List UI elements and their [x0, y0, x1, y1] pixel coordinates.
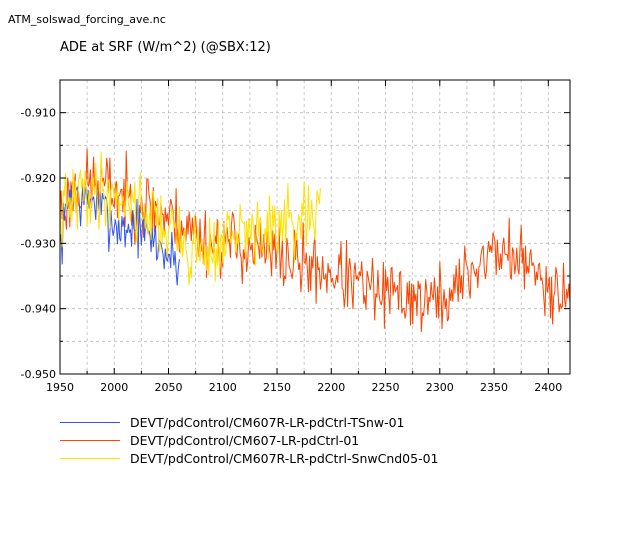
x-tick-label: 2350: [480, 381, 508, 394]
file-title: ATM_solswad_forcing_ave.nc: [8, 13, 166, 26]
x-tick-label: 2300: [426, 381, 454, 394]
plot-title: ADE at SRF (W/m^2) (@SBX:12): [60, 40, 271, 55]
y-tick-label: -0.930: [21, 237, 56, 250]
legend-label: DEVT/pdControl/CM607R-LR-pdCtrl-TSnw-01: [130, 414, 405, 430]
plot-frame: [59, 79, 571, 375]
x-tick-label: 1950: [46, 381, 74, 394]
legend-swatch: [60, 457, 120, 459]
x-tick-label: 2150: [263, 381, 291, 394]
x-tick-label: 2000: [100, 381, 128, 394]
legend-label: DEVT/pdControl/CM607-LR-pdCtrl-01: [130, 432, 360, 448]
legend-label: DEVT/pdControl/CM607R-LR-pdCtrl-SnwCnd05…: [130, 450, 439, 466]
y-tick-label: -0.940: [21, 303, 56, 316]
x-tick-label: 2100: [209, 381, 237, 394]
legend: DEVT/pdControl/CM607R-LR-pdCtrl-TSnw-01 …: [60, 413, 439, 467]
y-tick-label: -0.920: [21, 172, 56, 185]
legend-item: DEVT/pdControl/CM607-LR-pdCtrl-01: [60, 431, 439, 449]
x-tick-label: 2250: [372, 381, 400, 394]
x-tick-label: 2400: [534, 381, 562, 394]
series-line-2: [59, 151, 321, 286]
x-tick-label: 2050: [155, 381, 183, 394]
y-tick-label: -0.910: [21, 107, 56, 120]
legend-item: DEVT/pdControl/CM607R-LR-pdCtrl-TSnw-01: [60, 413, 439, 431]
legend-item: DEVT/pdControl/CM607R-LR-pdCtrl-SnwCnd05…: [60, 449, 439, 467]
ticks: 1950 2000 2050 2100 2150 2200 2250 2300 2350 2400…: [21, 80, 570, 394]
legend-swatch: [60, 421, 120, 423]
series-layer: [59, 148, 571, 333]
x-tick-label: 2200: [317, 381, 345, 394]
series-line-0: [59, 180, 180, 286]
legend-swatch: [60, 439, 120, 441]
y-tick-label: -0.950: [21, 368, 56, 381]
